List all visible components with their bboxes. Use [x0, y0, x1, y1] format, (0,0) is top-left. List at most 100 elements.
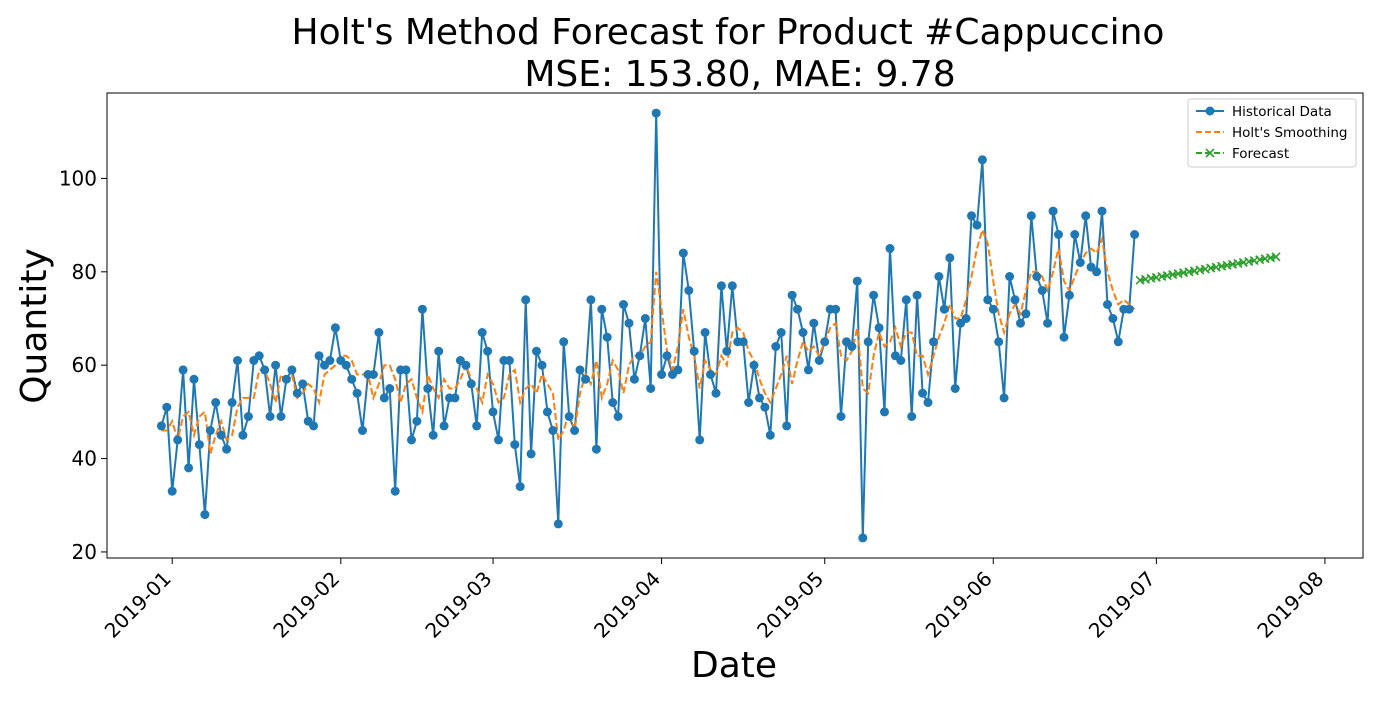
historical-data-point — [412, 416, 422, 426]
historical-data-point — [929, 337, 938, 347]
historical-data-line — [160, 112, 1136, 539]
historical-data-point — [281, 374, 291, 384]
historical-data-point — [575, 365, 585, 375]
historical-data-point — [162, 402, 172, 412]
historical-data-point — [407, 435, 416, 445]
historical-data-point — [1113, 337, 1123, 347]
historical-data-point — [548, 426, 558, 435]
historical-data-point — [1043, 318, 1053, 328]
historical-data-point — [912, 290, 922, 300]
historical-data-point — [466, 379, 476, 389]
historical-data-point — [156, 421, 166, 431]
historical-data-point — [689, 346, 699, 356]
historical-data-point — [967, 211, 976, 221]
historical-data-point — [803, 365, 813, 375]
historical-data-point — [994, 337, 1004, 347]
historical-data-point — [755, 393, 764, 403]
historical-data-point — [977, 155, 987, 165]
historical-data-point — [200, 510, 210, 520]
historical-data-point — [619, 300, 628, 309]
legend-marker — [1205, 148, 1215, 158]
y-tick-label: 40 — [72, 447, 97, 471]
historical-data-point — [918, 388, 928, 398]
historical-data-point — [1054, 230, 1063, 239]
y-tick-label: 60 — [72, 353, 97, 377]
historical-data-point — [945, 253, 955, 263]
historical-data-point — [847, 342, 857, 351]
historical-data-point — [494, 435, 503, 445]
historical-data-point — [858, 533, 868, 543]
historical-data-point — [515, 482, 525, 492]
historical-data-point — [194, 440, 204, 450]
historical-data-point — [341, 360, 351, 370]
historical-data-point — [1048, 206, 1058, 216]
historical-data-point — [352, 388, 362, 398]
historical-data-point — [869, 290, 879, 300]
axes-frame — [106, 92, 1364, 559]
historical-data-point — [1037, 286, 1047, 295]
historical-data-point — [765, 430, 775, 440]
historical-data-point — [939, 304, 949, 314]
historical-data-point — [1130, 230, 1140, 239]
legend-label: Holt's Smoothing — [1232, 125, 1347, 141]
historical-data-point — [983, 295, 993, 305]
historical-data-point — [211, 398, 221, 407]
forecast-point — [1271, 252, 1281, 262]
historical-data-point — [233, 356, 242, 365]
historical-data-point — [662, 351, 672, 361]
y-tick-label: 20 — [72, 540, 97, 564]
x-tick-label: 2019-05 — [752, 567, 828, 643]
historical-data-point — [896, 356, 906, 365]
historical-data-point — [809, 318, 819, 328]
historical-data-point — [472, 421, 482, 431]
historical-data-point — [292, 388, 302, 398]
historical-data-point — [727, 281, 737, 291]
chart-title: Holt's Method Forecast for Product #Capp… — [292, 12, 1165, 53]
historical-data-point — [379, 393, 389, 403]
historical-data-point — [646, 384, 656, 393]
historical-data-point — [1070, 230, 1080, 239]
historical-data-point — [374, 328, 384, 337]
historical-data-point — [314, 351, 324, 361]
x-tick-label: 2019-01 — [100, 567, 176, 643]
historical-data-point — [874, 323, 884, 333]
historical-data-point — [624, 318, 634, 328]
historical-data-point — [988, 304, 998, 314]
historical-data-point — [744, 398, 754, 407]
historical-data-point — [760, 402, 770, 412]
historical-data-point — [950, 384, 960, 393]
historical-data-point — [1092, 267, 1102, 277]
legend-entry-historical: Historical Data — [1196, 104, 1332, 120]
historical-data-point — [526, 449, 536, 459]
historical-data-point — [602, 332, 612, 342]
historical-data-point — [1059, 332, 1069, 342]
historical-data-point — [173, 435, 183, 445]
x-tick-label: 2019-06 — [921, 567, 997, 643]
historical-data-point — [787, 290, 797, 300]
historical-data-point — [385, 384, 395, 393]
legend-entry-smoothing: Holt's Smoothing — [1196, 125, 1347, 141]
historical-data-point — [325, 356, 335, 365]
historical-data-point — [559, 337, 569, 347]
historical-data-point — [271, 360, 281, 370]
historical-data-point — [330, 323, 340, 333]
historical-data-point — [782, 421, 792, 431]
historical-data-point — [189, 374, 199, 384]
historical-data-point — [793, 304, 802, 314]
historical-data-point — [934, 272, 944, 281]
historical-data-point — [657, 370, 667, 379]
legend-entry-forecast: Forecast — [1196, 146, 1289, 162]
legend-label: Forecast — [1232, 146, 1289, 162]
historical-data-point — [216, 430, 226, 440]
legend-marker — [1205, 106, 1215, 116]
historical-data-point — [738, 337, 748, 347]
historical-data-point — [178, 365, 188, 375]
historical-data-point — [521, 295, 531, 305]
legend: Historical Data Holt's Smoothing Forecast — [1187, 98, 1357, 168]
historical-data-point — [961, 314, 971, 323]
historical-data-point — [885, 244, 895, 253]
historical-data-point — [923, 398, 933, 407]
historical-data-point — [553, 519, 563, 529]
historical-data-point — [776, 328, 786, 337]
